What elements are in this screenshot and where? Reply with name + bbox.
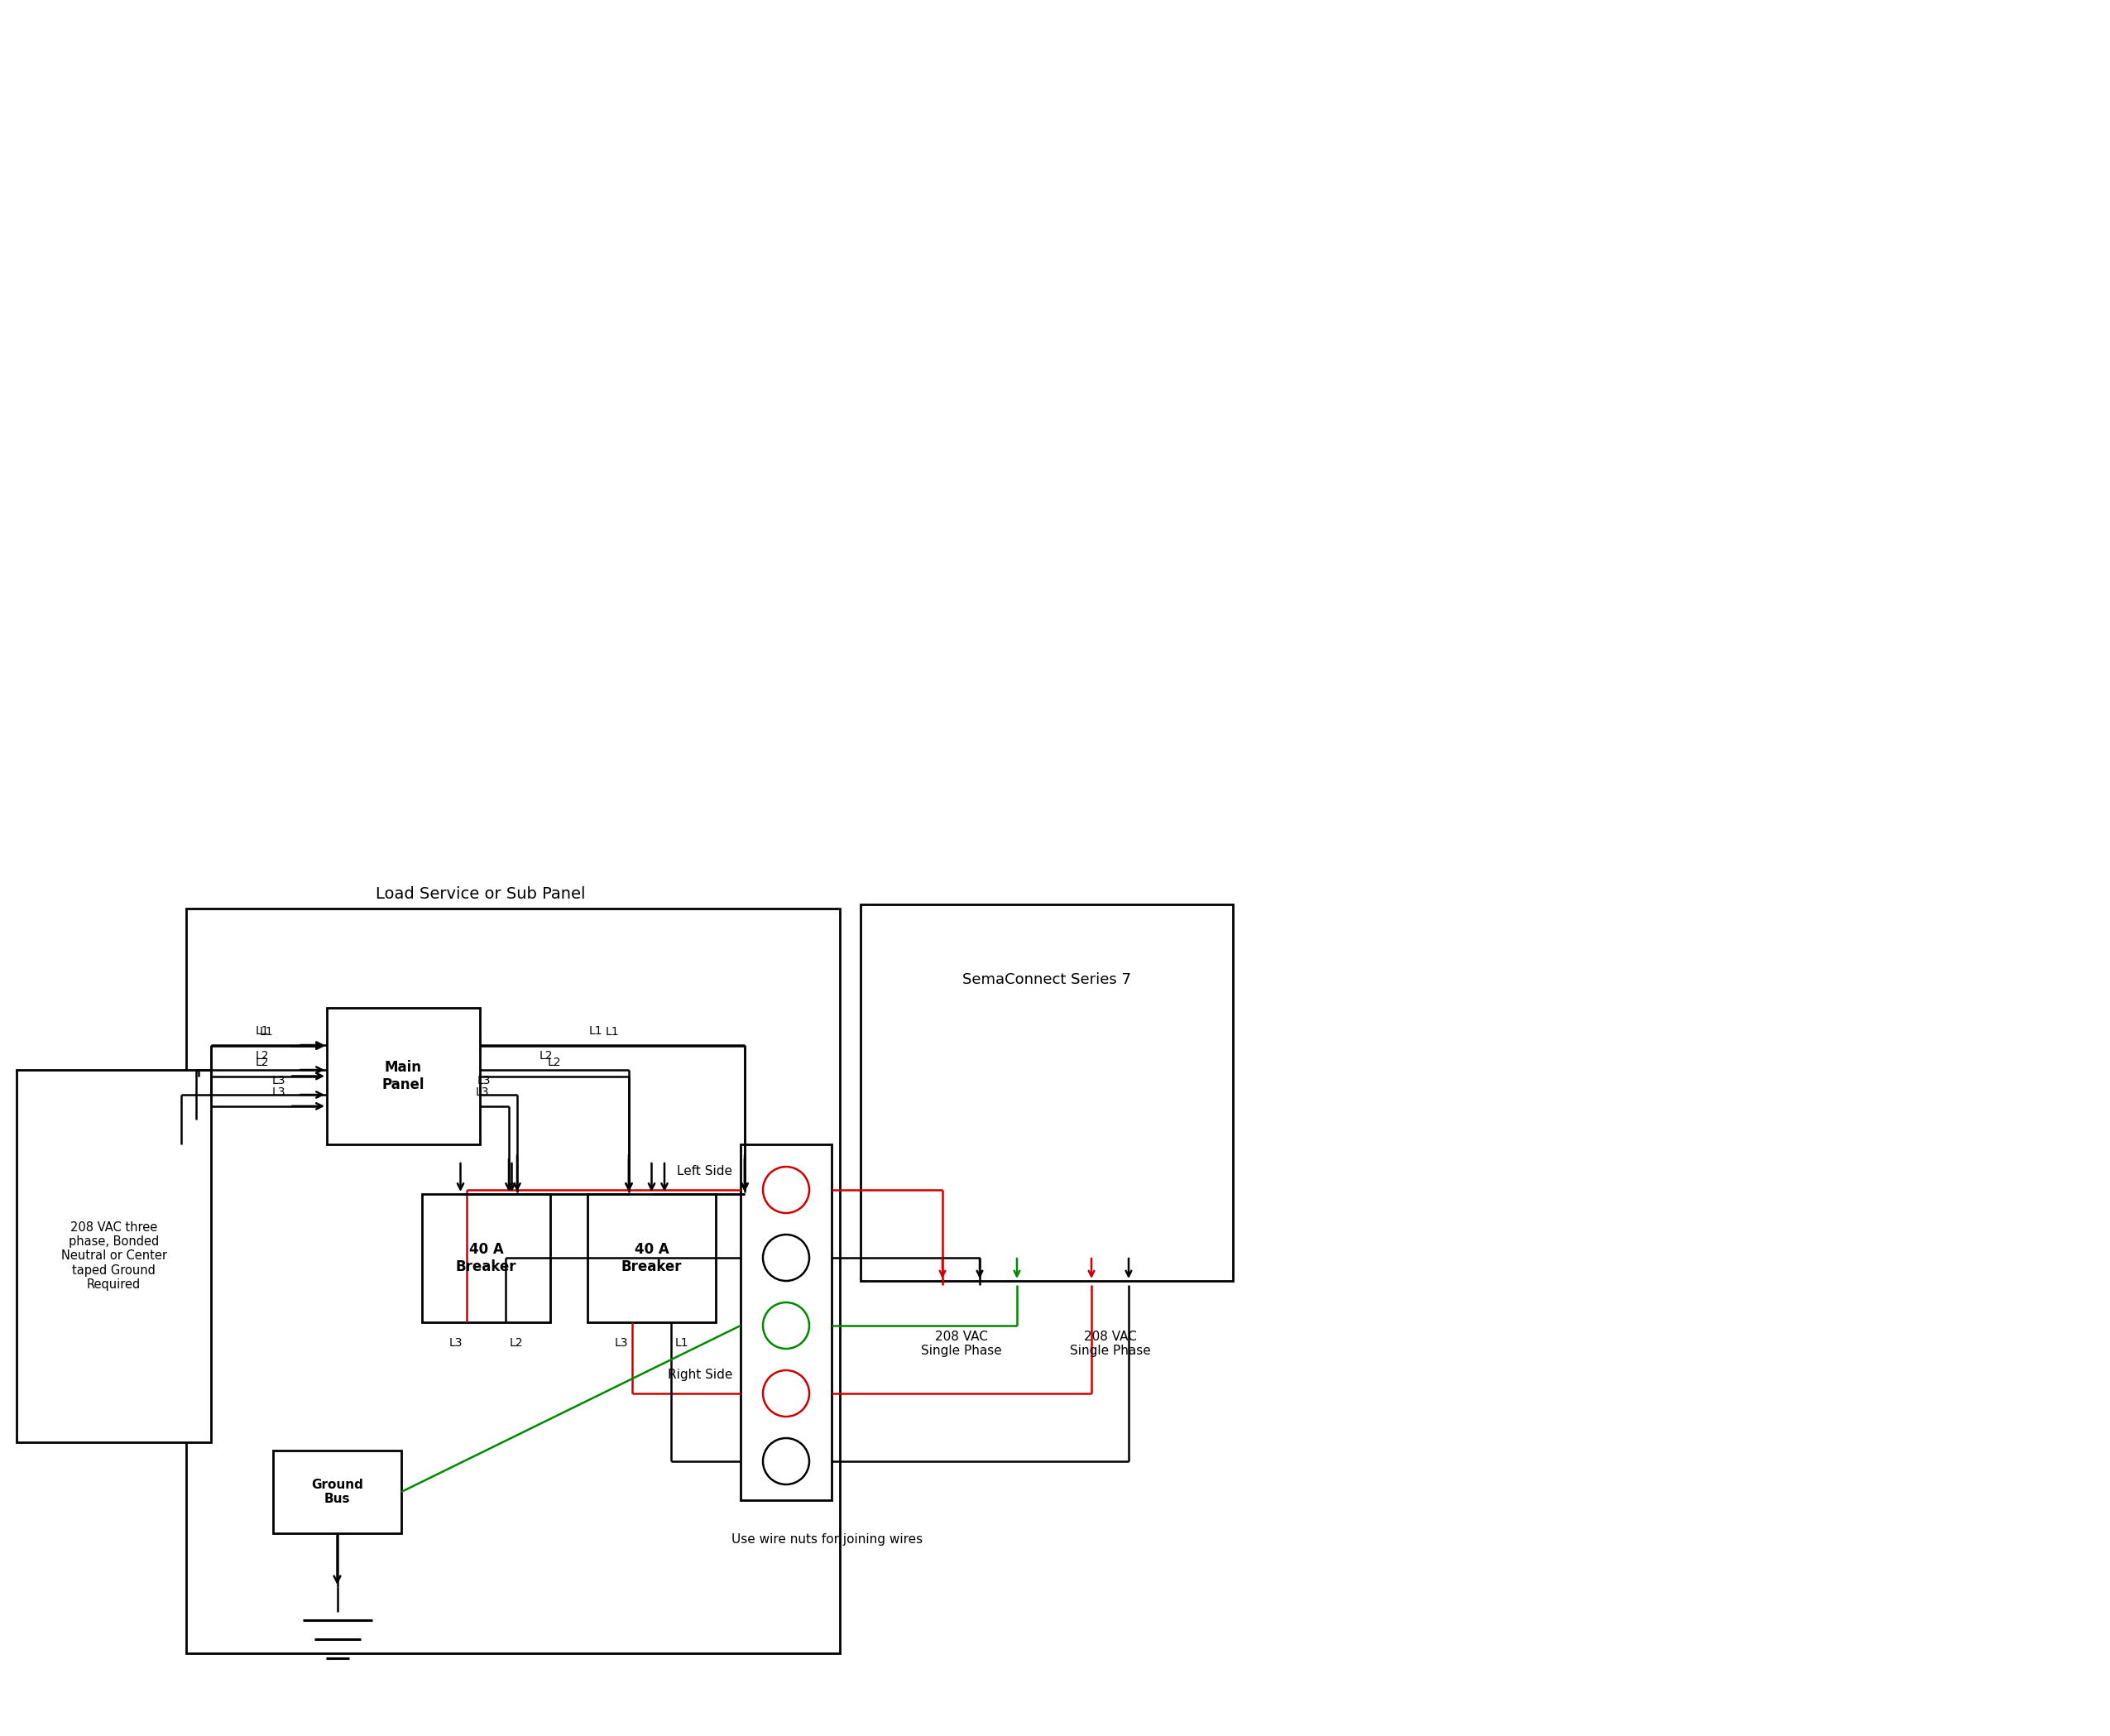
Text: L2: L2	[509, 1337, 523, 1349]
Text: L2: L2	[540, 1050, 553, 1062]
Bar	[327, 1009, 479, 1144]
Circle shape	[764, 1234, 810, 1281]
Circle shape	[764, 1370, 810, 1417]
Bar	[186, 908, 840, 1653]
Bar	[741, 1144, 831, 1500]
Text: 40 A
Breaker: 40 A Breaker	[620, 1241, 682, 1274]
Text: 208 VAC
Single Phase: 208 VAC Single Phase	[920, 1330, 1002, 1358]
Circle shape	[764, 1167, 810, 1213]
Text: SemaConnect Series 7: SemaConnect Series 7	[962, 972, 1131, 988]
Bar	[587, 1194, 715, 1323]
Text: L1: L1	[589, 1026, 603, 1036]
Text: Right Side: Right Side	[667, 1368, 732, 1382]
Text: Main
Panel: Main Panel	[382, 1061, 424, 1092]
Text: L3: L3	[614, 1337, 629, 1349]
Text: L3: L3	[272, 1075, 285, 1087]
Text: L1: L1	[260, 1026, 272, 1038]
Text: Use wire nuts for joining wires: Use wire nuts for joining wires	[732, 1533, 922, 1545]
Text: L3: L3	[449, 1337, 462, 1349]
Text: L2: L2	[255, 1055, 268, 1068]
Text: L2: L2	[549, 1055, 561, 1068]
Text: L3: L3	[475, 1087, 490, 1097]
Text: L2: L2	[255, 1050, 268, 1062]
Text: 40 A
Breaker: 40 A Breaker	[456, 1241, 517, 1274]
Text: L1: L1	[606, 1026, 618, 1038]
Text: L3: L3	[477, 1075, 492, 1087]
Text: L3: L3	[272, 1087, 285, 1097]
Text: Left Side: Left Side	[677, 1165, 732, 1177]
Text: L1: L1	[255, 1026, 268, 1036]
Text: Ground
Bus: Ground Bus	[310, 1479, 363, 1505]
Text: L1: L1	[675, 1337, 688, 1349]
Bar	[272, 1451, 401, 1533]
Bar	[17, 1069, 211, 1443]
Bar	[861, 904, 1232, 1281]
Text: Load Service or Sub Panel: Load Service or Sub Panel	[376, 885, 584, 903]
Text: 208 VAC three
phase, Bonded
Neutral or Center
taped Ground
Required: 208 VAC three phase, Bonded Neutral or C…	[61, 1220, 167, 1292]
Circle shape	[764, 1302, 810, 1349]
Circle shape	[764, 1437, 810, 1484]
Text: 208 VAC
Single Phase: 208 VAC Single Phase	[1070, 1330, 1150, 1358]
Bar	[422, 1194, 551, 1323]
